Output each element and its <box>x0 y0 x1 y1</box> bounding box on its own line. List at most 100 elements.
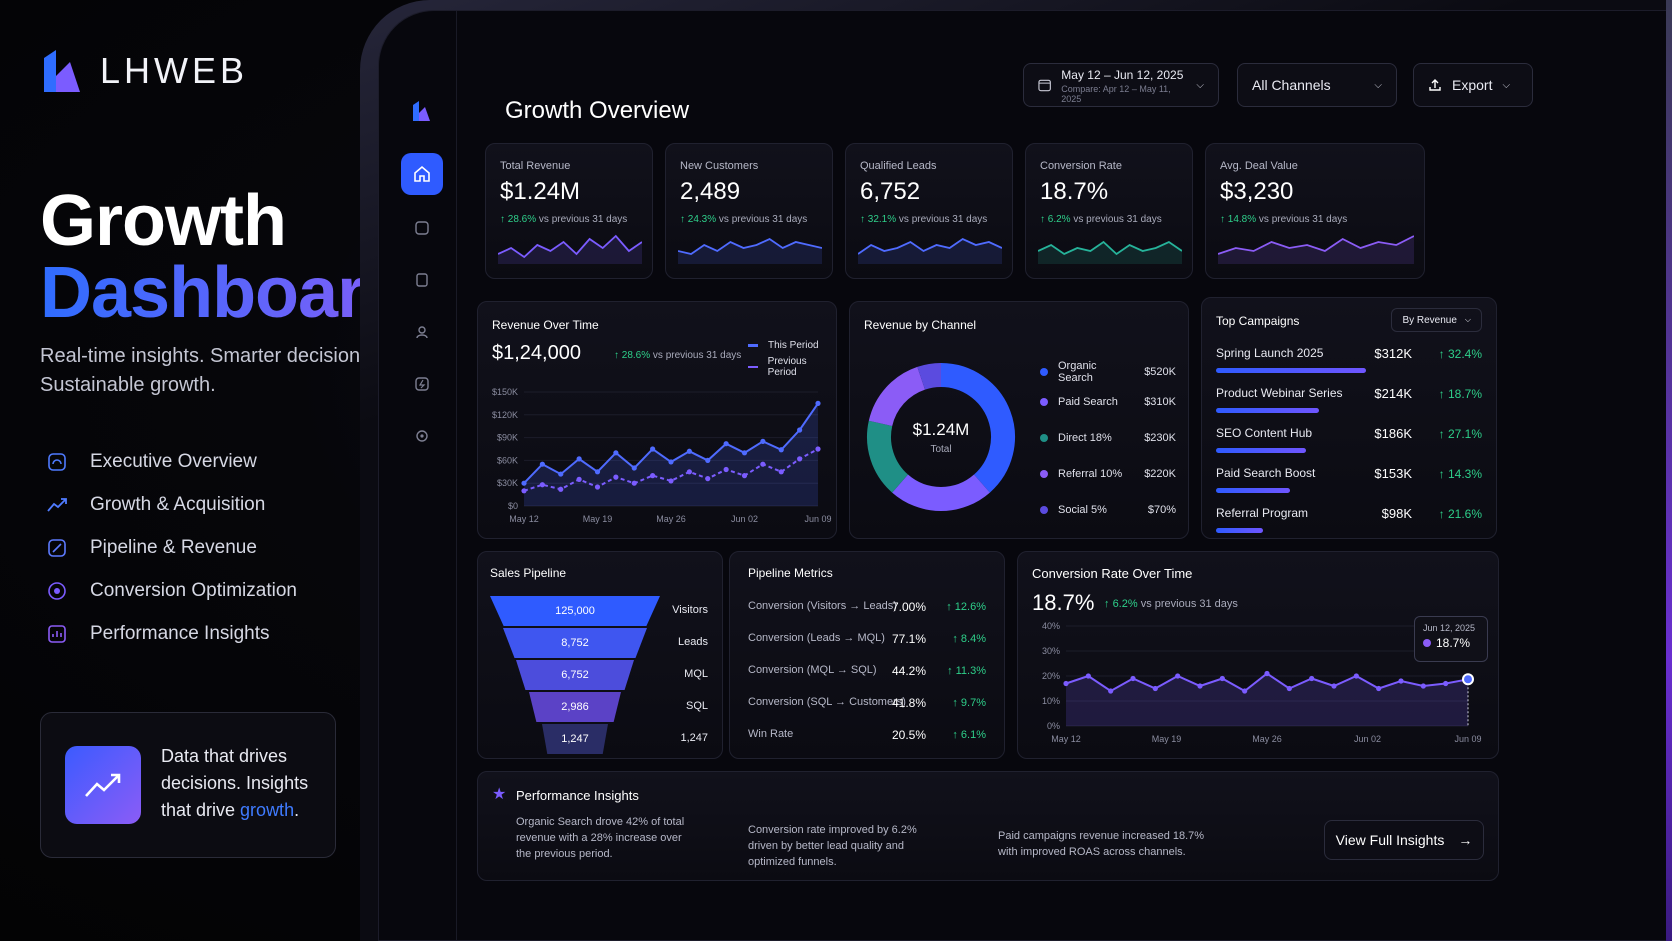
data-point <box>1108 688 1114 694</box>
card-title: Revenue by Channel <box>864 318 977 332</box>
campaign-sort-select[interactable]: By Revenue ⌵ <box>1391 308 1482 332</box>
channel-select[interactable]: All Channels ⌵ <box>1237 63 1397 107</box>
top-campaigns-card: Top Campaigns By Revenue ⌵ Spring Launch … <box>1201 297 1497 539</box>
funnel-stage[interactable]: 1,247 <box>542 724 608 754</box>
campaign-name: Spring Launch 2025 <box>1216 346 1324 360</box>
channel-legend-item: Paid Search $310K <box>1040 396 1176 408</box>
data-point <box>686 448 692 454</box>
date-range-picker[interactable]: May 12 – Jun 12, 2025 Compare: Apr 12 – M… <box>1023 63 1219 107</box>
nav-documents[interactable] <box>401 259 443 301</box>
kpi-label: Conversion Rate <box>1040 160 1122 172</box>
revenue-value: $1,24,000 <box>492 342 581 364</box>
funnel-stage[interactable]: 125,000 <box>490 596 660 626</box>
metric-name: Win Rate <box>748 728 794 740</box>
data-point <box>594 484 601 490</box>
campaign-row[interactable]: Spring Launch 2025 $312K ↑ 32.4% <box>1216 342 1482 382</box>
promo-card: Data that drives decisions. Insights tha… <box>40 712 336 858</box>
series-line <box>523 448 819 492</box>
kpi-sparkline <box>858 237 1002 264</box>
channel-legend-item: Organic Search $520K <box>1040 360 1176 384</box>
channel-value: $310K <box>1144 396 1176 408</box>
metric-value: 41.8% <box>891 696 926 710</box>
nav-security[interactable] <box>401 207 443 249</box>
tooltip-value: 18.7% <box>1423 636 1479 650</box>
legend-dot <box>1040 470 1048 478</box>
y-tick-label: 20% <box>1042 671 1060 681</box>
kpi-card: New Customers 2,489 ↑ 24.3% vs previous … <box>665 143 833 279</box>
card-title: Performance Insights <box>516 788 639 803</box>
data-point <box>1085 673 1091 679</box>
x-tick-label: Jun 02 <box>1354 734 1381 744</box>
kpi-label: Total Revenue <box>500 160 571 172</box>
funnel-stage-label: SQL <box>685 700 708 712</box>
trend-up-icon <box>46 494 68 516</box>
metric-name: Conversion (SQL → Customers) <box>748 696 906 708</box>
nav-home[interactable] <box>401 153 443 195</box>
dashboard-main: Growth Overview May 12 – Jun 12, 2025 Com… <box>457 11 1667 940</box>
chevron-down-icon: ⌵ <box>1464 315 1471 324</box>
brand: LHWEB <box>40 48 248 94</box>
data-point <box>1130 675 1136 682</box>
nav-automation[interactable] <box>401 363 443 405</box>
date-range-compare: Compare: Apr 12 – May 11, 2025 <box>1061 84 1171 104</box>
y-tick-label: $60K <box>497 455 518 465</box>
metric-value: 20.5% <box>891 728 926 742</box>
dashboard-screen: Growth Overview May 12 – Jun 12, 2025 Com… <box>378 10 1668 941</box>
data-point <box>576 476 582 482</box>
sparkline-series <box>1218 235 1414 255</box>
funnel-stage[interactable]: 6,752 <box>516 660 634 690</box>
data-point <box>741 450 748 456</box>
data-point <box>594 469 601 475</box>
revenue-over-time-card: Revenue Over Time $1,24,000 ↑ 28.6% vs p… <box>477 301 837 539</box>
data-point <box>576 456 582 462</box>
kpi-delta: ↑ 32.1% vs previous 31 days <box>860 214 988 225</box>
nav-settings[interactable] <box>401 415 443 457</box>
nav-users[interactable] <box>401 311 443 353</box>
series-area <box>1066 673 1468 726</box>
pipeline-metric-row: Conversion (Leads → MQL) 77.1% ↑ 8.4% <box>748 624 986 656</box>
campaign-value: $153K <box>1374 466 1412 481</box>
data-point <box>1353 673 1359 679</box>
metric-name: Conversion (MQL → SQL) <box>748 664 877 676</box>
channel-value: $220K <box>1144 468 1176 480</box>
campaign-row[interactable]: SEO Content Hub $186K ↑ 27.1% <box>1216 422 1482 462</box>
campaign-bar <box>1216 528 1263 533</box>
channel-value: $70% <box>1147 504 1176 516</box>
campaign-delta: ↑ 14.3% <box>1438 467 1482 481</box>
funnel-stage[interactable]: 8,752 <box>503 628 647 658</box>
x-tick-label: May 12 <box>1051 734 1081 744</box>
card-title: Top Campaigns <box>1216 314 1300 328</box>
kpi-value: 2,489 <box>680 178 741 205</box>
chevron-down-icon: ⌵ <box>1374 79 1382 91</box>
channel-select-value: All Channels <box>1252 77 1331 93</box>
campaign-delta: ↑ 32.4% <box>1438 347 1482 361</box>
data-point <box>705 476 711 482</box>
data-point <box>1152 685 1158 692</box>
kpi-delta: ↑ 28.6% vs previous 31 days <box>500 214 628 225</box>
sparkline-series <box>498 234 642 259</box>
export-button[interactable]: Export ⌵ <box>1413 63 1533 107</box>
metric-name: Conversion (Visitors → Leads) <box>748 600 897 612</box>
channel-name: Direct 18% <box>1058 432 1112 444</box>
insight-text: Paid campaigns revenue increased 18.7% w… <box>998 830 1205 858</box>
channel-name: Organic Search <box>1058 360 1097 384</box>
report-icon <box>46 623 68 645</box>
view-full-insights-button[interactable]: View Full Insights → <box>1324 820 1484 860</box>
data-point <box>613 450 619 456</box>
funnel-stage[interactable]: 2,986 <box>529 692 621 722</box>
conversion-value: 18.7% <box>1032 590 1095 615</box>
channel-legend-item: Referral 10% $220K <box>1040 468 1176 480</box>
calendar-icon <box>1038 79 1051 92</box>
campaign-row[interactable]: Referral Program $98K ↑ 21.6% <box>1216 502 1482 542</box>
campaign-list: Spring Launch 2025 $312K ↑ 32.4% Product… <box>1202 342 1496 538</box>
campaign-row[interactable]: Paid Search Boost $153K ↑ 14.3% <box>1216 462 1482 502</box>
campaign-value: $312K <box>1374 346 1412 361</box>
campaign-row[interactable]: Product Webinar Series $214K ↑ 18.7% <box>1216 382 1482 422</box>
funnel-value: 2,986 <box>561 701 589 713</box>
feature-item: Conversion Optimization <box>46 569 297 612</box>
y-tick-label: 40% <box>1042 621 1060 631</box>
funnel-stage-label: MQL <box>684 668 708 680</box>
hero-title-line1: Growth <box>40 181 287 261</box>
data-point <box>686 469 692 475</box>
legend-dot <box>1040 434 1048 442</box>
